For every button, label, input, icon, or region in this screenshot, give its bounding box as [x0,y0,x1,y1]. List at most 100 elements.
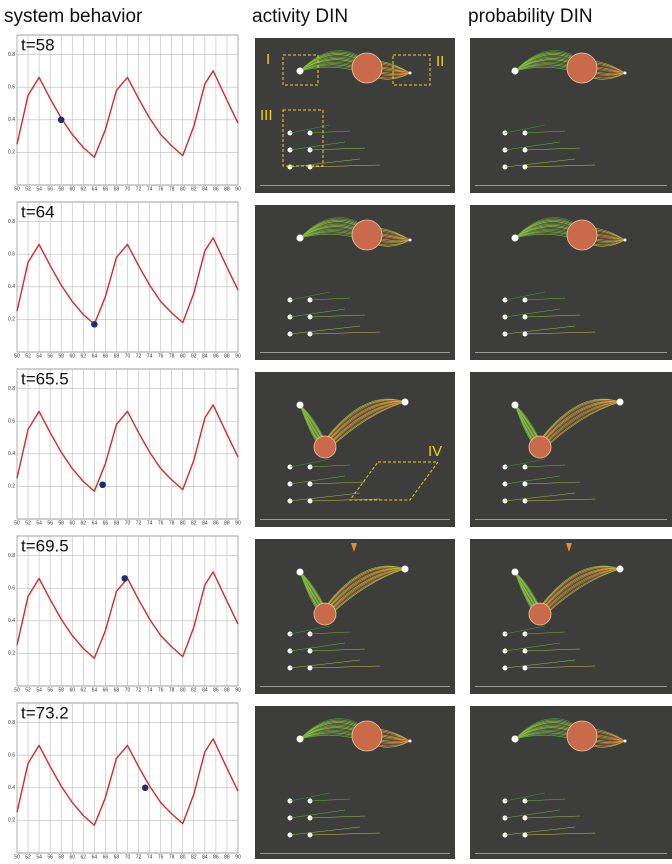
x-tick-label: 76 [158,353,164,359]
x-tick-label: 68 [114,520,120,526]
x-tick-label: 82 [191,186,197,192]
x-tick-label: 74 [147,854,153,859]
network-edge [539,399,621,442]
x-tick-label: 58 [58,186,64,192]
network-edge [524,832,596,836]
x-tick-label: 90 [235,854,241,859]
network-node [511,234,519,242]
network-edge [309,648,366,652]
network-panel [255,372,455,527]
x-tick-label: 88 [224,854,230,859]
x-tick-label: 54 [36,353,42,359]
network-edge [539,568,621,613]
x-tick-label: 68 [114,353,120,359]
x-tick-label: 72 [136,353,142,359]
network-edge [504,458,546,468]
column-heading: system behavior [4,6,143,27]
network-edge [504,809,561,819]
x-tick-label: 90 [235,520,241,526]
x-tick-label: 58 [58,687,64,693]
x-tick-label: 56 [47,520,53,526]
network-edge [289,458,331,468]
network-edge [539,568,621,615]
x-tick-label: 56 [47,186,53,192]
network-edge [504,826,576,836]
network-edge [289,659,361,669]
x-tick-label: 64 [92,186,98,192]
x-tick-label: 72 [136,186,142,192]
chart-title: t=64 [21,202,55,221]
time-marker [121,575,129,582]
charts: 50 52 54 56 58 60 62 64 66 68 70 72 74 76 78 80 82 84 86 88… [8,34,241,860]
annotation-label: II [436,53,444,70]
network-edge [524,130,566,134]
line-series [16,237,239,325]
x-tick-label: 54 [36,854,42,859]
x-tick-label: 78 [169,186,175,192]
network-edge [504,158,576,168]
network-edge [309,164,381,168]
x-tick-label: 82 [191,687,197,693]
line-chart: 50 52 54 56 58 60 62 64 66 68 70 72 74 76 78 80 82 84 86 88… [8,201,241,359]
network-edge [324,399,406,442]
y-tick-label: 0.6 [8,419,15,425]
network-edge [324,567,406,610]
network-node [511,568,519,576]
network-edge [289,475,346,485]
network-edge [324,400,406,444]
network-cluster [528,602,552,626]
x-tick-label: 62 [81,854,87,859]
network-node [296,234,304,242]
x-tick-label: 86 [213,353,219,359]
column-heading: probability DIN [468,6,593,27]
network-node [511,735,519,743]
y-tick-label: 0.6 [8,252,15,258]
network-edge [309,665,381,669]
x-tick-label: 90 [235,186,241,192]
x-tick-label: 52 [25,353,31,359]
y-tick-label: 0.8 [8,386,15,392]
x-tick-label: 86 [213,687,219,693]
time-marker [99,481,106,489]
x-tick-label: 82 [191,854,197,859]
x-tick-label: 84 [202,353,208,359]
network-edge [524,665,596,669]
x-tick-label: 86 [213,520,219,526]
network-edge [524,164,596,168]
x-tick-label: 50 [14,186,20,192]
network-edge [289,492,361,502]
timeline-bar [260,686,450,687]
network-cluster [313,435,337,459]
network-edge [289,792,331,802]
network-edge [309,798,351,802]
x-tick-label: 88 [224,687,230,693]
timeline-bar [260,352,450,353]
network-edge [524,481,581,485]
line-series [16,404,239,492]
network-edge [524,498,596,502]
network-edge [504,475,561,485]
x-tick-label: 72 [136,687,142,693]
network-edge [324,401,406,447]
network-edge [309,147,366,151]
network-node [623,238,627,242]
x-tick-label: 88 [224,520,230,526]
x-tick-label: 74 [147,687,153,693]
network-edge [324,568,406,614]
y-tick-label: 0.2 [8,484,15,490]
line-chart: 50 52 54 56 58 60 62 64 66 68 70 72 74 76 78 80 82 84 86 88… [8,368,241,526]
x-tick-label: 70 [125,854,131,859]
y-tick-label: 0.6 [8,753,15,759]
network-panels [255,38,672,861]
x-tick-label: 74 [147,186,153,192]
x-tick-label: 66 [103,186,109,192]
network-edge [539,567,621,610]
x-tick-label: 62 [81,353,87,359]
network-edge [504,291,546,301]
x-tick-label: 62 [81,186,87,192]
y-tick-label: 0.8 [8,219,15,225]
x-tick-label: 68 [114,186,120,192]
network-cluster [566,720,598,752]
y-tick-label: 0.4 [8,451,15,457]
network-edge [539,566,621,609]
